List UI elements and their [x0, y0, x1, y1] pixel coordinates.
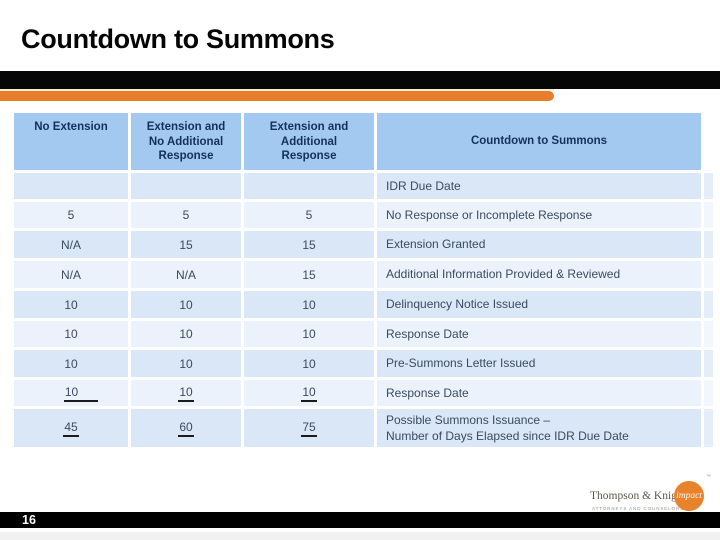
row-label: Extension Granted: [377, 231, 701, 258]
table-cell: 15: [244, 261, 374, 288]
table-edge-cell: [704, 173, 713, 199]
cell-value: 10: [179, 297, 193, 312]
footer-bar: 16: [0, 512, 720, 528]
table-cell: 10: [14, 380, 128, 406]
table-edge-cell: [704, 350, 713, 377]
cell-value: N/A: [60, 237, 81, 252]
table-cell: 10: [14, 350, 128, 377]
table-edge-cell: [704, 261, 713, 288]
table-edge-cell: [704, 409, 713, 447]
cell-value: N/A: [175, 267, 196, 282]
table-cell: [131, 173, 241, 199]
column-header: Countdown to Summons: [377, 113, 701, 170]
table-cell: 10: [14, 321, 128, 347]
table-cell: 10: [131, 291, 241, 318]
accent-underline: [0, 89, 554, 91]
table-cell: N/A: [14, 261, 128, 288]
cell-value: 10: [302, 356, 316, 371]
column-header: No Extension: [14, 113, 128, 170]
column-header: Extension and Additional Response: [244, 113, 374, 170]
cell-value: 75: [301, 420, 317, 437]
table-cell: 60: [131, 409, 241, 447]
table-cell: N/A: [131, 261, 241, 288]
logo-wordmark: Thompson & Knight: [590, 490, 686, 502]
summons-table: No Extension Extension and No Additional …: [14, 113, 713, 447]
table-cell: 5: [244, 202, 374, 228]
trademark-symbol: ™: [706, 474, 711, 480]
table-edge-cell: [704, 231, 713, 258]
table-cell: N/A: [14, 231, 128, 258]
cell-value: 60: [178, 420, 194, 437]
row-label: No Response or Incomplete Response: [377, 202, 701, 228]
row-label: Response Date: [377, 380, 701, 406]
thompson-knight-logo: Thompson & Knight ATTORNEYS AND COUNSELO…: [580, 472, 720, 514]
table-cell: 15: [131, 231, 241, 258]
cell-value: 15: [302, 237, 316, 252]
cell-value: 15: [179, 237, 193, 252]
cell-value: N/A: [60, 267, 81, 282]
table-cell: 10: [244, 321, 374, 347]
cell-value: 10: [63, 385, 99, 402]
impact-badge: impact: [674, 481, 704, 511]
cell-value: 10: [64, 327, 78, 341]
table-cell: [244, 173, 374, 199]
cell-value: 10: [178, 385, 194, 402]
table-cell: 15: [244, 231, 374, 258]
cell-value: 10: [301, 385, 317, 402]
cell-value: 10: [302, 327, 316, 341]
row-label: Pre-Summons Letter Issued: [377, 350, 701, 377]
table-cell: [14, 173, 128, 199]
table-cell: 10: [131, 321, 241, 347]
slide-title: Countdown to Summons: [21, 24, 335, 54]
table-edge-cell: [704, 113, 713, 170]
impact-badge-label: impact: [676, 491, 702, 501]
table-cell: 10: [244, 350, 374, 377]
row-label: Delinquency Notice Issued: [377, 291, 701, 318]
cell-value: 10: [179, 356, 193, 371]
cell-value: 5: [305, 208, 313, 222]
bottom-strip: [0, 532, 720, 540]
table-cell: 5: [131, 202, 241, 228]
divider-bar: [0, 71, 720, 89]
table-cell: 5: [14, 202, 128, 228]
table-cell: 10: [244, 380, 374, 406]
table-edge-cell: [704, 380, 713, 406]
table-cell: 45: [14, 409, 128, 447]
table-cell: 10: [14, 291, 128, 318]
row-label: Possible Summons Issuance – Number of Da…: [377, 409, 701, 447]
row-label: IDR Due Date: [377, 173, 701, 199]
table-cell: 10: [131, 380, 241, 406]
table-cell: 75: [244, 409, 374, 447]
table-edge-cell: [704, 321, 713, 347]
cell-value: 15: [302, 267, 316, 282]
logo-tagline: ATTORNEYS AND COUNSELORS: [592, 506, 684, 511]
cell-value: 10: [302, 297, 316, 312]
table-edge-cell: [704, 202, 713, 228]
cell-value: 5: [67, 208, 75, 222]
row-label: Response Date: [377, 321, 701, 347]
cell-value: 10: [64, 297, 78, 312]
cell-value: 10: [179, 327, 193, 341]
row-label: Additional Information Provided & Review…: [377, 261, 701, 288]
cell-value: 10: [64, 356, 78, 371]
table-cell: 10: [131, 350, 241, 377]
column-header: Extension and No Additional Response: [131, 113, 241, 170]
cell-value: 45: [63, 420, 79, 437]
cell-value: 5: [182, 208, 190, 222]
accent-bar: [0, 91, 554, 101]
page-number: 16: [22, 513, 36, 527]
table-cell: 10: [244, 291, 374, 318]
table-edge-cell: [704, 291, 713, 318]
